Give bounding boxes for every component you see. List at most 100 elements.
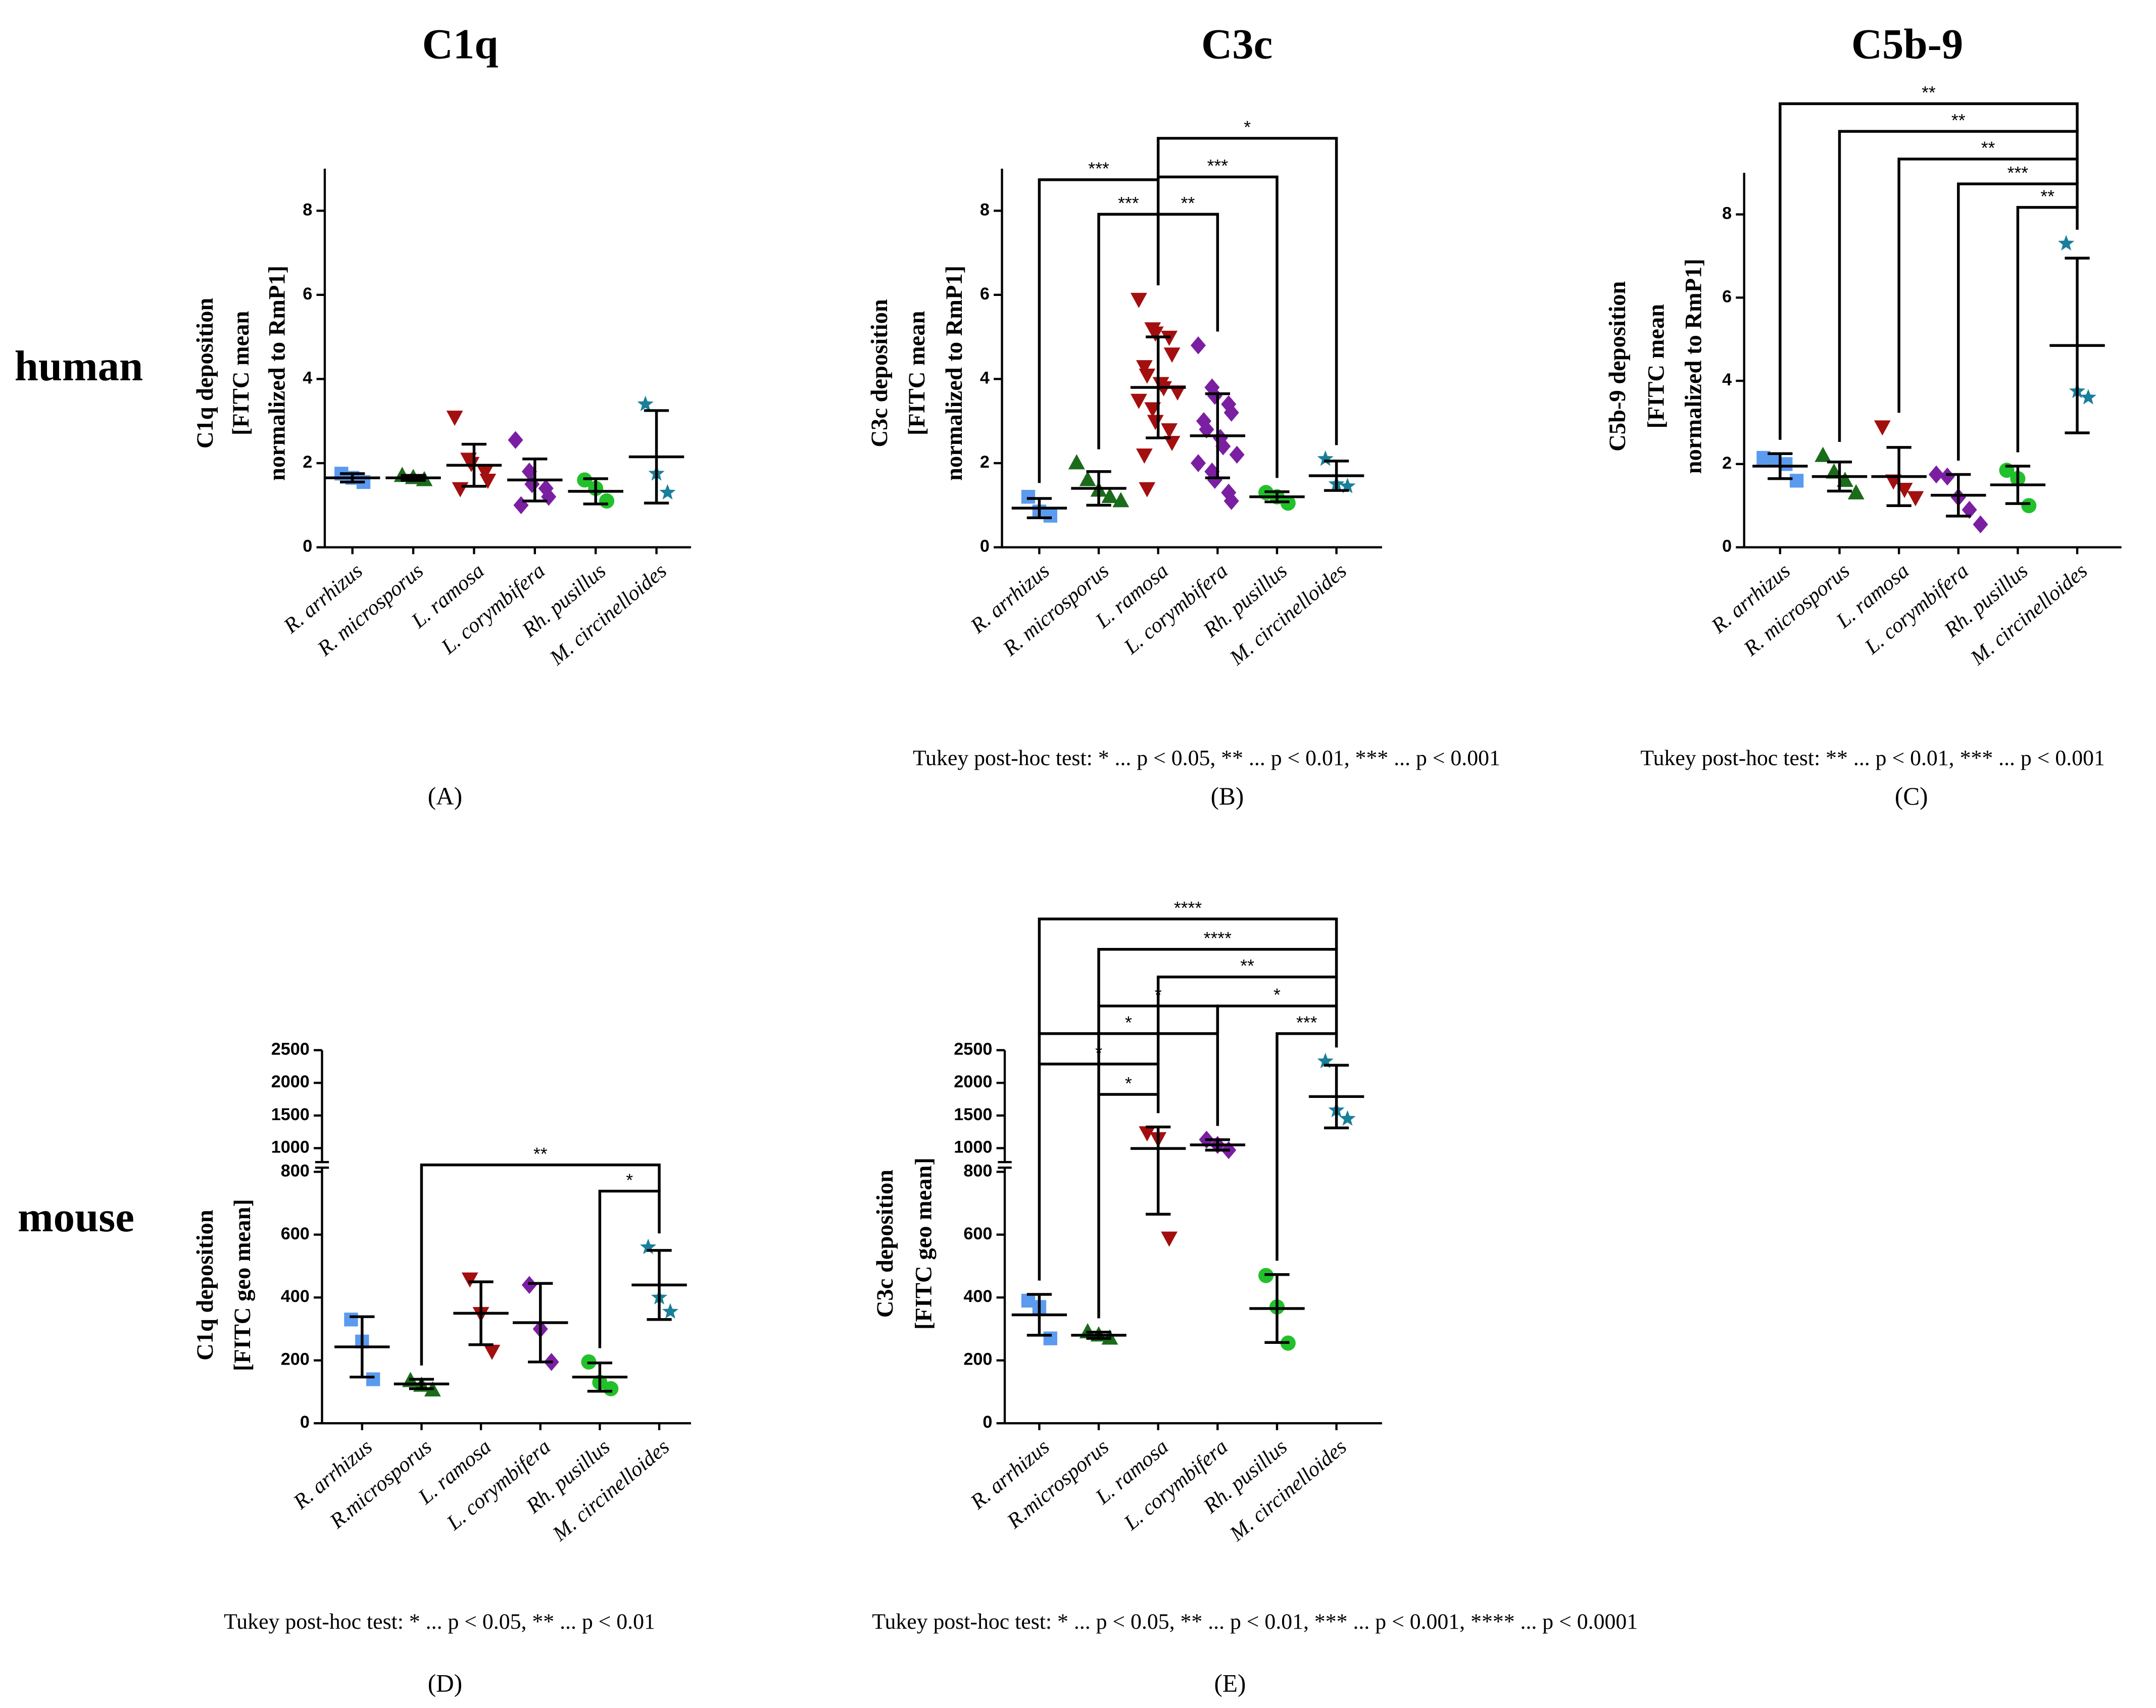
panel-label: (E) [1214, 1669, 1246, 1697]
point [1136, 360, 1153, 376]
point [1169, 385, 1186, 401]
point [366, 1372, 380, 1386]
y-tick-label: 600 [281, 1224, 310, 1243]
y-axis-label: C5b-9 deposition [1605, 281, 1631, 451]
point [1139, 482, 1156, 497]
point [483, 1344, 501, 1360]
y-axis-label: C1q deposition [192, 1210, 218, 1361]
sd-bar [468, 1280, 494, 1346]
significance-bracket [1156, 175, 1279, 478]
significance-label: *** [1088, 159, 1109, 179]
sd-bar [1086, 470, 1111, 507]
y-axis-label: [FITC geo mean] [230, 1199, 256, 1371]
significance-bracket [1097, 1093, 1160, 1319]
significance-bracket [1038, 1063, 1160, 1281]
significance-label: *** [1207, 156, 1229, 176]
x-tick-label: L. corymbifera [436, 559, 550, 660]
point [1068, 454, 1085, 470]
x-tick-label: L. corymbifera [442, 1435, 555, 1535]
y-tick-label: 2 [980, 453, 990, 472]
point [1973, 515, 1988, 534]
y-axis-label: [FITC mean [1644, 304, 1670, 429]
point [1079, 471, 1096, 486]
y-tick-label: 200 [281, 1350, 310, 1369]
x-tick-label: R.microsporus [1002, 1435, 1113, 1533]
significance-label: * [1155, 985, 1162, 1005]
sd-bar [644, 409, 669, 505]
point [1101, 487, 1118, 503]
point [1223, 404, 1239, 422]
sd-bar [2005, 465, 2031, 505]
significance-bracket [1276, 1032, 1338, 1261]
point [1139, 1126, 1156, 1142]
y-tick-label: 2500 [271, 1040, 310, 1059]
significance-bracket [1897, 158, 2079, 413]
y-tick-label: 4 [303, 368, 312, 387]
point [637, 395, 654, 412]
significance-label: **** [1174, 898, 1202, 918]
sd-bar [528, 1282, 553, 1364]
significance-label: ** [1981, 138, 1995, 158]
y-tick-label: 2500 [954, 1040, 992, 1059]
y-tick-label: 800 [281, 1161, 310, 1180]
y-tick-label: 0 [1722, 537, 1732, 556]
y-tick-label: 600 [963, 1224, 992, 1243]
y-tick-label: 6 [980, 284, 990, 304]
significance-bracket [1156, 213, 1219, 332]
significance-bracket [1156, 137, 1338, 445]
sd-bar [401, 474, 426, 482]
y-axis-label: normalized to RmP1] [1681, 259, 1707, 474]
significance-bracket [598, 1189, 661, 1348]
panel: 0 2 4 6 8 C1q deposition [FITC mean normalized … [192, 168, 691, 810]
y-tick-label: 8 [303, 200, 312, 219]
point [603, 1381, 619, 1396]
point [1136, 448, 1153, 464]
sd-bar [1264, 490, 1290, 504]
point [1939, 467, 1955, 486]
x-tick-label: L. corymbifera [1860, 559, 1973, 660]
significance-bracket [1038, 917, 1338, 1034]
point [599, 493, 615, 509]
point [1874, 420, 1891, 436]
point [1161, 1231, 1178, 1247]
panel: 0 2 4 6 8 C5b-9 deposition [FITC mean normalize… [1605, 83, 2122, 810]
significance-bracket [1038, 178, 1160, 483]
y-axis-label: normalized to RmP1] [264, 266, 290, 481]
significance-label: *** [1296, 1013, 1317, 1033]
significance-bracket [1097, 213, 1160, 449]
column-title: C3c [1201, 20, 1272, 68]
y-tick-label: 200 [963, 1350, 992, 1369]
point [1130, 393, 1147, 409]
panel: 0 2 4 6 8 C3c deposition [FITC mean normalized … [867, 117, 1500, 810]
point [1339, 477, 1356, 493]
point [1139, 368, 1156, 384]
point [1161, 423, 1178, 439]
y-tick-label: 400 [281, 1287, 310, 1306]
significance-bracket [1097, 948, 1338, 1006]
significance-label: * [626, 1170, 633, 1190]
significance-label: ** [1181, 193, 1195, 214]
point [2058, 235, 2075, 250]
footnote: Tukey post-hoc test: * ... p < 0.05, ** … [872, 1610, 1638, 1634]
footnote: Tukey post-hoc test: * ... p < 0.05, ** … [913, 746, 1500, 770]
significance-bracket [420, 1163, 661, 1366]
x-tick-label: R. microsporus [313, 559, 428, 661]
sd-bar [583, 477, 608, 506]
significance-label: *** [1118, 193, 1139, 214]
y-axis-label: C1q deposition [192, 298, 218, 449]
y-tick-label: 0 [980, 537, 990, 556]
significance-label: * [1244, 117, 1251, 137]
y-axis-label: [FITC mean [228, 311, 254, 435]
point [1215, 437, 1231, 456]
point [446, 411, 463, 426]
row-label: human [15, 342, 143, 390]
y-tick-label: 8 [980, 200, 990, 219]
point [1962, 500, 1977, 519]
sd-bar [1205, 1138, 1230, 1152]
point [1147, 326, 1164, 342]
y-tick-label: 1000 [954, 1138, 992, 1157]
point [1021, 489, 1036, 504]
y-tick-label: 2000 [271, 1072, 310, 1091]
sd-bar [461, 442, 487, 488]
